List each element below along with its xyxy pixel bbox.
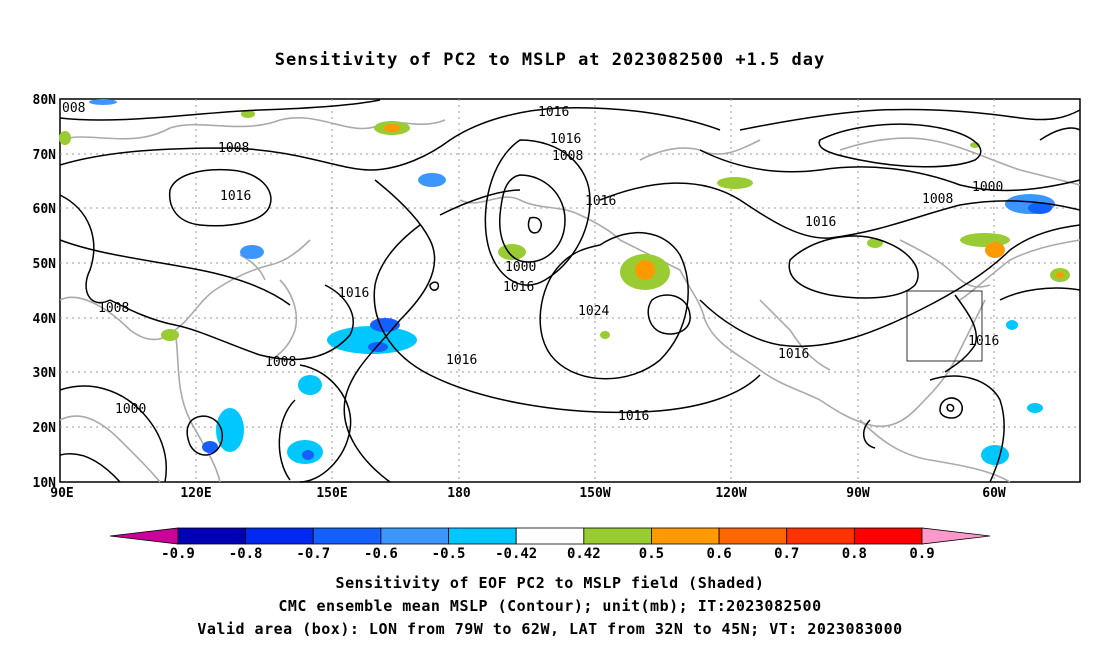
contour-label: 1008 <box>98 301 129 316</box>
contour-label: 1008 <box>552 149 583 164</box>
lon-label: 150E <box>316 486 347 501</box>
colorbar-tick-label: 0.8 <box>842 546 867 562</box>
colorbar-swatch <box>380 527 449 545</box>
contour-label: 1016 <box>618 409 649 424</box>
lon-label: 90W <box>846 486 870 501</box>
colorbar-tick-label: 0.42 <box>567 546 601 562</box>
lon-label: 90E <box>50 486 73 501</box>
lon-label: 150W <box>579 486 610 501</box>
colorbar-cap-high <box>921 527 991 545</box>
lon-label: 60W <box>982 486 1006 501</box>
colorbar-tick-label: 0.7 <box>774 546 799 562</box>
colorbar-tick-label: -0.7 <box>296 546 330 562</box>
contour-label: 1000 <box>505 260 536 275</box>
contour-labels: 008 1016 1016 1008 1008 1016 1016 1000 1… <box>62 101 1003 424</box>
caption-line-3: Valid area (box): LON from 79W to 62W, L… <box>197 620 903 638</box>
lat-label: 30N <box>33 366 57 381</box>
contour-label: 1016 <box>446 353 477 368</box>
contour-label: 1016 <box>503 280 534 295</box>
contour-label: 1016 <box>968 334 999 349</box>
colorbar-swatch <box>245 527 314 545</box>
mslp-contours <box>59 99 1081 483</box>
colorbar-tick-label: 0.6 <box>706 546 731 562</box>
valid-area-box <box>906 290 983 362</box>
contour-label: 1000 <box>972 180 1003 195</box>
colorbar-cap-low <box>109 527 179 545</box>
lon-label: 120E <box>180 486 211 501</box>
lon-label: 180 <box>447 486 471 501</box>
caption-line-1: Sensitivity of EOF PC2 to MSLP field (Sh… <box>335 574 765 592</box>
lat-label: 80N <box>33 93 57 108</box>
colorbar-swatch <box>651 527 720 545</box>
contour-label: 1016 <box>550 132 581 147</box>
lat-label: 50N <box>33 257 57 272</box>
latitude-labels: 80N 70N 60N 50N 40N 30N 20N 10N <box>33 93 57 491</box>
contour-label: 1024 <box>578 304 609 319</box>
colorbar-tick-label: -0.8 <box>229 546 263 562</box>
colorbar: -0.9 -0.8 -0.7 -0.6 -0.5 -0.42 0.42 0.5 0.6 0.7 0.… <box>109 527 991 562</box>
lat-label: 60N <box>33 202 57 217</box>
contour-label: 1008 <box>922 192 953 207</box>
contour-label: 1008 <box>265 355 296 370</box>
colorbar-tick-label: 0.9 <box>909 546 934 562</box>
contour-label: 1008 <box>218 141 249 156</box>
caption-line-2: CMC ensemble mean MSLP (Contour); unit(m… <box>278 597 822 615</box>
colorbar-swatch <box>448 527 517 545</box>
colorbar-tick-label: 0.5 <box>639 546 664 562</box>
colorbar-tick-label: -0.6 <box>364 546 398 562</box>
contour-label: 1016 <box>220 189 251 204</box>
lat-label: 70N <box>33 148 57 163</box>
colorbar-swatch <box>786 527 855 545</box>
colorbar-tick-label: -0.9 <box>161 546 195 562</box>
colorbar-swatch <box>515 527 585 545</box>
lat-label: 40N <box>33 312 57 327</box>
contour-label: 1000 <box>115 402 146 417</box>
contour-label: 1016 <box>338 286 369 301</box>
colorbar-swatch <box>583 527 652 545</box>
coastlines <box>59 117 1081 483</box>
colorbar-tick-label: -0.42 <box>495 546 537 562</box>
colorbar-swatch <box>312 527 382 545</box>
contour-label: 1016 <box>805 215 836 230</box>
longitude-labels: 90E 120E 150E 180 150W 120W 90W 60W <box>50 486 1006 501</box>
colorbar-swatch <box>177 527 247 545</box>
shaded-sensitivity <box>59 99 1070 465</box>
contour-label: 1016 <box>585 194 616 209</box>
colorbar-swatch <box>718 527 788 545</box>
lat-label: 10N <box>33 476 57 491</box>
colorbar-tick-label: -0.5 <box>432 546 466 562</box>
lat-label: 20N <box>33 421 57 436</box>
colorbar-swatch <box>853 527 923 545</box>
map-title: Sensitivity of PC2 to MSLP at 2023082500… <box>274 50 826 70</box>
contour-label: 1016 <box>778 347 809 362</box>
contour-label: 1016 <box>538 105 569 120</box>
contour-label: 008 <box>62 101 85 116</box>
lon-label: 120W <box>715 486 746 501</box>
